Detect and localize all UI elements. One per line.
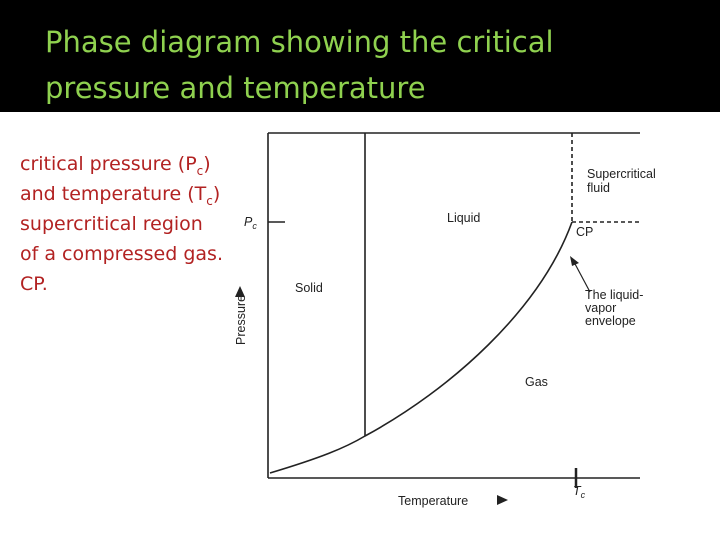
label: vapor — [585, 301, 616, 315]
label-text: P — [244, 215, 253, 229]
note-line: supercritical region — [20, 213, 203, 235]
axis-arrow — [235, 286, 245, 297]
note-text: supercritical region — [20, 213, 203, 235]
label: Tc — [573, 484, 586, 500]
note-line: critical pressure (Pc) — [20, 153, 211, 178]
label: The liquid- — [585, 288, 643, 302]
note-text: ) — [203, 153, 210, 175]
note-text: critical pressure (P — [20, 153, 197, 175]
subscript: c — [206, 194, 213, 208]
subscript: c — [197, 164, 204, 178]
notes: critical pressure (Pc)and temperature (T… — [20, 153, 223, 295]
header-band — [0, 0, 720, 112]
arrow-head — [570, 256, 579, 266]
diagram — [235, 132, 640, 505]
subscript: c — [581, 490, 586, 500]
subscript: c — [252, 221, 257, 231]
vapor-curve — [269, 221, 573, 474]
note-text: ) — [213, 183, 220, 205]
note-line: CP. — [20, 273, 48, 295]
note-line: and temperature (Tc) — [20, 183, 220, 208]
title-line: pressure and temperature — [45, 71, 426, 105]
label: Solid — [295, 281, 323, 295]
label: Pc — [244, 215, 257, 231]
axis-arrow — [497, 495, 508, 505]
label: Liquid — [447, 211, 480, 225]
note-line: of a compressed gas. — [20, 243, 223, 265]
note-text: CP. — [20, 273, 48, 295]
pointer-arrow — [573, 261, 591, 293]
label: CP — [576, 225, 593, 239]
label: Supercritical — [587, 167, 656, 181]
label: Pressure — [234, 295, 248, 345]
title-line: Phase diagram showing the critical — [45, 25, 554, 59]
label: Gas — [525, 375, 548, 389]
note-text: and temperature (T — [20, 183, 207, 205]
label: Temperature — [398, 494, 468, 508]
label-text: T — [573, 484, 582, 498]
note-text: of a compressed gas. — [20, 243, 223, 265]
label: envelope — [585, 314, 636, 328]
label: fluid — [587, 181, 610, 195]
